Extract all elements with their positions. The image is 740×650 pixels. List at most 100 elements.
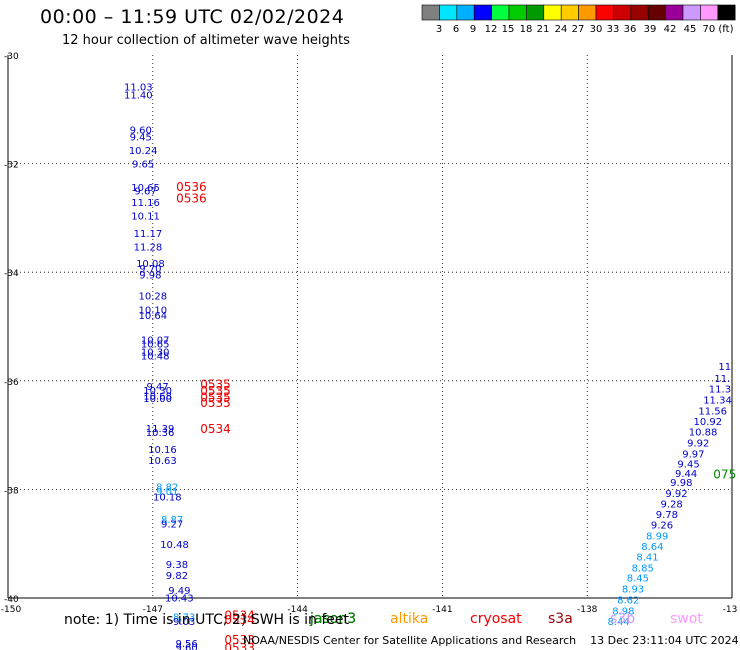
color-swatch (456, 4, 475, 21)
color-swatch (473, 4, 492, 21)
color-swatch (421, 4, 440, 21)
units-note: note: 1) Time is in UTC; 2) SWH is in fe… (64, 612, 350, 628)
satellite-legend-s3b: s3b (610, 611, 636, 627)
wave-height-label: 10.00 (143, 394, 172, 405)
pass-time-label: 0535 (200, 377, 231, 391)
color-scale-label: 36 (624, 24, 637, 35)
chart-grid (8, 55, 732, 598)
color-swatch (595, 4, 614, 21)
wave-height-label: 9.97 (682, 449, 704, 460)
wave-height-label: 9.98 (670, 478, 692, 489)
color-swatch (613, 4, 632, 21)
satellite-legend-altika: altika (390, 611, 429, 627)
wave-height-label: 11.03 (124, 82, 153, 93)
wave-height-label: 10.18 (153, 492, 182, 503)
color-scale-label: 3 (436, 24, 442, 35)
wave-height-label: 9.28 (661, 499, 683, 510)
wave-height-label: 9.27 (161, 519, 183, 530)
wave-height-label: 9.01 (156, 487, 178, 498)
color-swatch (717, 4, 736, 21)
wave-height-label: 10.63 (148, 456, 177, 467)
wave-height-label: 8.98 (612, 606, 634, 617)
footer: NOAA/NESDIS Center for Satellite Applica… (243, 634, 739, 647)
wave-height-label: 11.16 (131, 198, 160, 209)
pass-time-label: 0533 (224, 641, 255, 650)
wave-height-label: 10.88 (689, 428, 718, 439)
chart-axes: -30 -32 -34 -36 -38 -40-150 -147 -144 -141 -138 -1… (1, 52, 738, 615)
wave-height-label: 8.93 (622, 585, 644, 596)
pass-time-label: 0534 (224, 609, 255, 623)
wave-height-label: 11.56 (698, 406, 727, 417)
pass-time-label: 0534 (224, 613, 255, 627)
x-tick-label: -150 (1, 605, 22, 615)
wave-height-label: 11.34 (703, 396, 732, 407)
y-tick-label: -32 (4, 161, 19, 171)
page-title: 00:00 – 11:59 UTC 02/02/2024 (40, 6, 345, 28)
wave-height-label: 8.87 (161, 515, 183, 526)
color-scale-label: 18 (520, 24, 533, 35)
x-tick-label: -13 (723, 605, 738, 615)
wave-height-label: 11. (714, 374, 730, 385)
wave-height-label: 8.45 (627, 574, 649, 585)
color-swatch (508, 4, 527, 21)
color-scale-label: 70 (ft) (703, 24, 734, 35)
color-scale-label: 15 (502, 24, 515, 35)
wave-height-label: 10.28 (138, 291, 167, 302)
wave-height-label: 9.92 (687, 439, 709, 450)
wave-height-label: 10.08 (136, 259, 165, 270)
wave-height-values: 11.0311.409.609.4510.249.6510.659.6711.1… (124, 82, 732, 650)
wave-height-label: 8.44 (607, 617, 629, 628)
pass-time-label: 075 (713, 468, 736, 482)
page-subtitle: 12 hour collection of altimeter wave hei… (62, 33, 350, 48)
wave-height-label: 10.68 (143, 391, 172, 402)
wave-height-label: 9.92 (665, 489, 687, 500)
wave-height-label: 9.47 (146, 382, 168, 393)
wave-height-label: 10.36 (146, 428, 175, 439)
color-swatch (543, 4, 562, 21)
wave-height-label: 10.92 (694, 417, 723, 428)
wave-height-label: 10.16 (148, 445, 177, 456)
color-scale-label: 27 (572, 24, 585, 35)
wave-height-label: 10.48 (141, 352, 170, 363)
wave-height-label: 9.60 (175, 643, 197, 650)
pass-time-label: 0536 (176, 192, 207, 206)
color-swatch (630, 4, 649, 21)
wave-height-label: 8.62 (617, 595, 639, 606)
wave-height-label: 8.41 (636, 553, 658, 564)
color-swatch (491, 4, 510, 21)
satellite-legend-cryosat: cryosat (470, 611, 522, 627)
wave-height-label: 9.78 (656, 510, 678, 521)
wave-height-label: 10.11 (131, 212, 160, 223)
pass-time-label: 0535 (200, 384, 231, 398)
y-tick-label: -30 (4, 52, 19, 62)
wave-height-label: 9.82 (166, 571, 188, 582)
color-swatch (665, 4, 684, 21)
wave-height-label: 9.56 (175, 639, 197, 650)
color-scale-label: 6 (453, 24, 459, 35)
credit-text: NOAA/NESDIS Center for Satellite Applica… (243, 634, 577, 647)
color-scale-label: 24 (555, 24, 568, 35)
color-swatch (578, 4, 597, 21)
satellite-legend-swot: swot (670, 611, 703, 627)
wave-height-label: 11.28 (134, 242, 163, 253)
wave-height-label: 8.85 (632, 563, 654, 574)
pass-time-label: 0533 (224, 633, 255, 647)
color-scale-label: 21 (537, 24, 550, 35)
x-tick-label: -147 (143, 605, 163, 615)
color-scale-label: 30 (590, 24, 603, 35)
x-tick-label: -144 (287, 605, 308, 615)
satellite-legend-jason3: jason3 (310, 611, 357, 627)
satellite-legend-s3a: s3a (548, 611, 573, 627)
wave-height-label: 8.73 (173, 612, 195, 623)
wave-height-label: 9.38 (166, 560, 188, 571)
wave-height-label: 10.10 (138, 305, 167, 316)
wave-height-label: 10.48 (160, 540, 189, 551)
pass-time-labels: 0536053605350535053505350534053405340533… (176, 180, 736, 650)
wave-height-label: 11.3 (709, 385, 731, 396)
color-swatch (560, 4, 579, 21)
color-swatch (439, 4, 458, 21)
y-tick-label: -38 (4, 486, 19, 496)
x-tick-label: -141 (432, 605, 452, 615)
wave-height-label: 9.45 (130, 132, 152, 143)
